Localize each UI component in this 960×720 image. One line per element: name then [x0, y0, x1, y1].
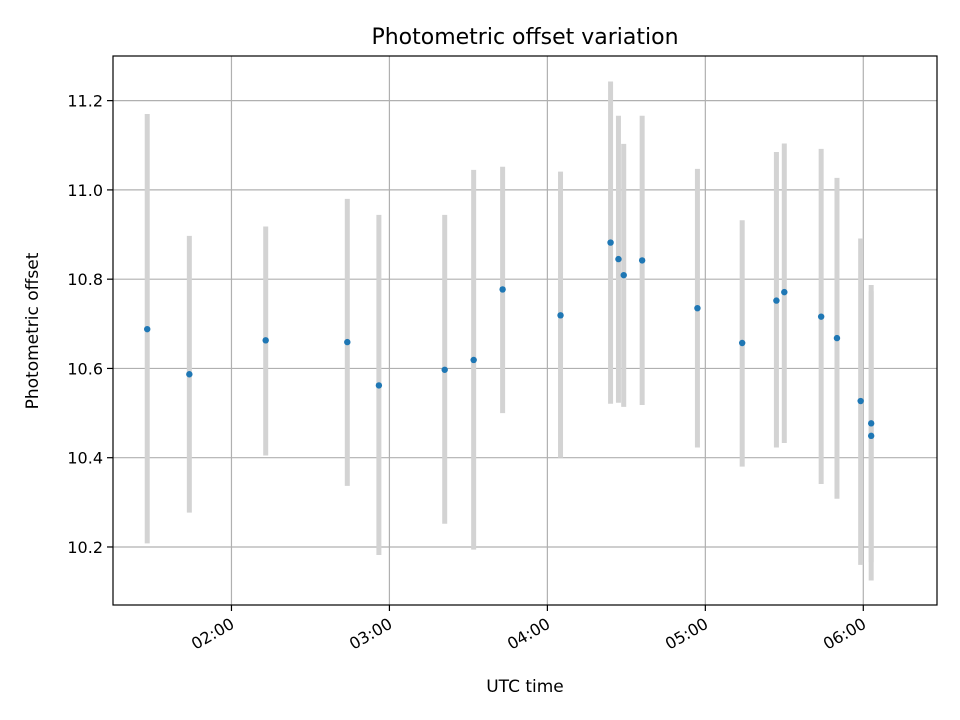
data-point [867, 420, 875, 427]
data-point [620, 271, 627, 279]
data-point [817, 313, 825, 320]
data-point [867, 432, 875, 440]
data-point [833, 334, 841, 342]
data-point [375, 382, 383, 389]
data-point [615, 255, 622, 263]
x-tick-label: 04:00 [504, 614, 553, 654]
y-tick-label: 10.8 [67, 270, 103, 289]
data-point [781, 288, 788, 296]
data-point [738, 339, 746, 347]
y-tick-label: 11.0 [67, 181, 103, 200]
data-point [857, 397, 864, 405]
y-axis-label: Photometric offset [23, 252, 43, 409]
plot-frame [112, 55, 938, 606]
x-axis-ticks: 02:00 03:00 04:00 05:00 06:00 [188, 605, 869, 654]
x-tick-label: 02:00 [188, 614, 237, 654]
data-point [144, 325, 151, 333]
data-point [344, 338, 351, 346]
y-tick-label: 10.2 [67, 538, 103, 557]
y-tick-label: 10.6 [67, 359, 103, 378]
data-point [186, 371, 193, 378]
y-axis-ticks: 10.2 10.4 10.6 10.8 11.0 11.2 [67, 92, 113, 557]
data-point [638, 257, 646, 264]
data-point [499, 286, 506, 293]
x-tick-label: 05:00 [662, 614, 711, 654]
data-point-layer [144, 239, 875, 440]
data-point [607, 239, 614, 246]
data-point [262, 337, 269, 344]
errorbar-layer [144, 81, 874, 581]
data-point [773, 297, 780, 304]
data-point [694, 304, 701, 312]
chart-title: Photometric offset variation [371, 25, 678, 50]
data-point [470, 356, 477, 364]
data-point [557, 312, 564, 319]
y-tick-label: 10.4 [67, 449, 103, 468]
x-tick-label: 03:00 [346, 614, 395, 654]
y-tick-label: 11.2 [67, 92, 103, 111]
data-point [441, 366, 448, 373]
x-axis-label: UTC time [486, 677, 564, 697]
x-tick-label: 06:00 [820, 614, 869, 654]
grid-lines [113, 56, 937, 605]
